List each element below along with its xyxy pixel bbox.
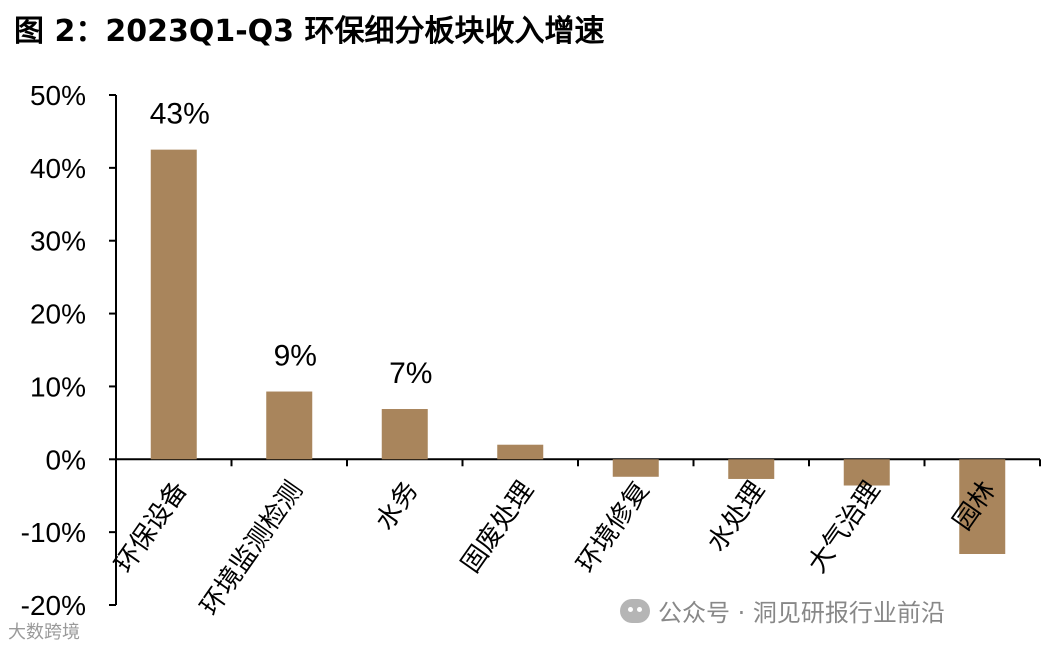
bar — [959, 459, 1006, 554]
y-tick-label: 0% — [46, 444, 86, 475]
category-label: 水务 — [370, 476, 424, 536]
y-tick-label: 30% — [30, 226, 86, 257]
category-label: 环境监测检测 — [195, 476, 309, 621]
watermark-right: 公众号 · 洞见研报行业前沿 — [620, 593, 945, 628]
bar — [843, 459, 890, 486]
y-tick-label: -10% — [21, 517, 86, 548]
bar — [381, 409, 428, 460]
y-tick-label: -20% — [21, 590, 86, 621]
y-tick-label: 50% — [30, 80, 86, 111]
chart-title: 图 2：2023Q1-Q3 环保细分板块收入增速 — [14, 14, 605, 49]
watermark-right-text: 公众号 · 洞见研报行业前沿 — [658, 599, 945, 627]
category-label: 固废处理 — [456, 476, 540, 578]
category-label: 环境修复 — [571, 476, 655, 578]
bar — [612, 459, 659, 477]
y-tick-label: 40% — [30, 153, 86, 184]
wechat-icon — [620, 598, 650, 623]
axes: 50% 40% 30% 20% 10% 0% -10% -20% — [21, 80, 1041, 621]
bar — [266, 391, 313, 460]
data-label: 43% — [150, 98, 210, 131]
category-label: 环保设备 — [109, 476, 193, 578]
data-label: 9% — [274, 340, 317, 373]
data-label: 7% — [389, 357, 432, 390]
bar — [150, 149, 197, 460]
bar — [728, 459, 775, 479]
bar — [497, 444, 544, 460]
watermark-left: 大数跨境 — [8, 622, 80, 643]
y-tick-label: 10% — [30, 371, 86, 402]
bars — [150, 149, 1006, 554]
category-label: 水处理 — [702, 476, 771, 557]
category-label: 大气治理 — [802, 476, 886, 578]
y-tick-label: 20% — [30, 299, 86, 330]
